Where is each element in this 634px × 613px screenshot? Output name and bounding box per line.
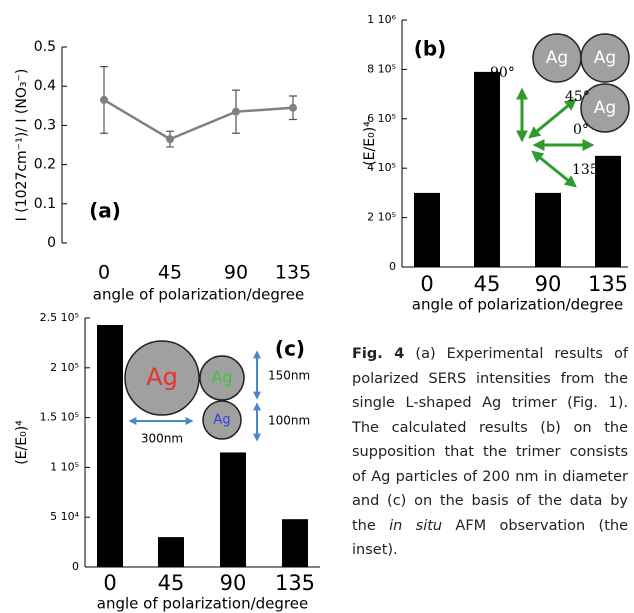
panel-label: (c)	[275, 337, 305, 361]
y-tick-label: 0.4	[34, 78, 56, 94]
particle-label: Ag	[211, 368, 232, 387]
particle-label: Ag	[146, 363, 178, 391]
particle-label: Ag	[546, 48, 568, 68]
y-tick-label: 0.1	[34, 196, 56, 212]
y-tick-label: 0.3	[34, 117, 56, 133]
y-axis-label: (E/E₀)⁴	[362, 121, 378, 166]
polarization-arrow	[528, 98, 577, 139]
angle-label: 45°	[565, 89, 590, 105]
data-point	[289, 103, 297, 112]
x-axis-label: angle of polarization/degree	[97, 595, 308, 613]
bar	[414, 192, 440, 267]
y-tick-label: 5 10⁴	[50, 510, 79, 523]
particle	[202, 400, 242, 440]
bar	[97, 324, 123, 567]
particle	[124, 340, 200, 416]
particle	[199, 355, 245, 401]
data-point	[232, 107, 240, 116]
data-point	[100, 95, 108, 104]
y-axis-label: I (1027cm⁻¹)/ I (NO₃⁻)	[14, 69, 30, 222]
data-point	[166, 135, 174, 144]
size-label: 150nm	[268, 369, 310, 383]
particle-label: Ag	[594, 48, 616, 68]
particle-label: Ag	[594, 98, 616, 118]
particle	[580, 83, 630, 133]
y-tick-label: 8 10⁵	[367, 62, 396, 75]
y-tick-label: 2.5 10⁵	[40, 311, 79, 324]
y-tick-label: 2 10⁵	[367, 211, 396, 224]
x-axis-label: angle of polarization/degree	[93, 286, 304, 304]
x-tick-label: 0	[103, 571, 116, 595]
x-tick-label: 90	[535, 272, 562, 296]
y-tick-label: 1 10⁵	[50, 460, 79, 473]
x-axis-label: angle of polarization/degree	[412, 296, 623, 314]
x-tick-label: 0	[98, 262, 110, 284]
y-tick-label: 0.5	[34, 39, 56, 55]
x-tick-label: 90	[220, 571, 247, 595]
y-tick-label: 2 10⁵	[50, 361, 79, 374]
x-tick-label: 135	[275, 262, 311, 284]
x-tick-label: 45	[158, 571, 185, 595]
caption-label: Fig. 4	[352, 346, 405, 362]
x-tick-label: 0	[420, 272, 433, 296]
angle-label: 90°	[490, 65, 515, 81]
x-tick-label: 90	[224, 262, 248, 284]
caption-italic: in situ	[389, 517, 443, 534]
x-tick-label: 135	[588, 272, 628, 296]
x-tick-label: 45	[474, 272, 501, 296]
y-axis-label: (E/E₀)⁴	[14, 420, 30, 465]
size-label: 100nm	[268, 414, 310, 428]
y-tick-label: 1 10⁶	[367, 13, 396, 26]
polarization-arrow	[531, 150, 577, 188]
y-tick-label: 6 10⁵	[367, 112, 396, 125]
angle-label: 135°	[572, 162, 606, 178]
bar	[158, 537, 184, 567]
particle-label: Ag	[213, 413, 230, 428]
caption: Fig. 4 (a) Experimental results of polar…	[352, 342, 628, 563]
data-line	[103, 98, 294, 141]
angle-label: 0°	[573, 122, 589, 138]
x-tick-label: 135	[275, 571, 315, 595]
panel-label: (b)	[414, 37, 447, 61]
y-tick-label: 0.2	[34, 157, 56, 173]
bar	[282, 519, 308, 567]
panel-label: (a)	[89, 199, 121, 223]
y-tick-label: 0	[72, 560, 79, 573]
bar	[220, 452, 246, 567]
bar	[535, 192, 561, 267]
particle	[580, 33, 630, 83]
bar	[595, 155, 621, 267]
bar	[474, 71, 500, 268]
caption-text: (a) Experimental results of polarized SE…	[352, 346, 629, 534]
caption-text: AFM observation (the inset).	[352, 517, 628, 559]
y-tick-label: 4 10⁵	[367, 161, 396, 174]
size-label: 300nm	[141, 432, 183, 446]
y-tick-label: 1.5 10⁵	[40, 411, 79, 424]
x-tick-label: 45	[158, 262, 182, 284]
y-tick-label: 0	[389, 260, 396, 273]
y-tick-label: 0	[47, 235, 56, 251]
